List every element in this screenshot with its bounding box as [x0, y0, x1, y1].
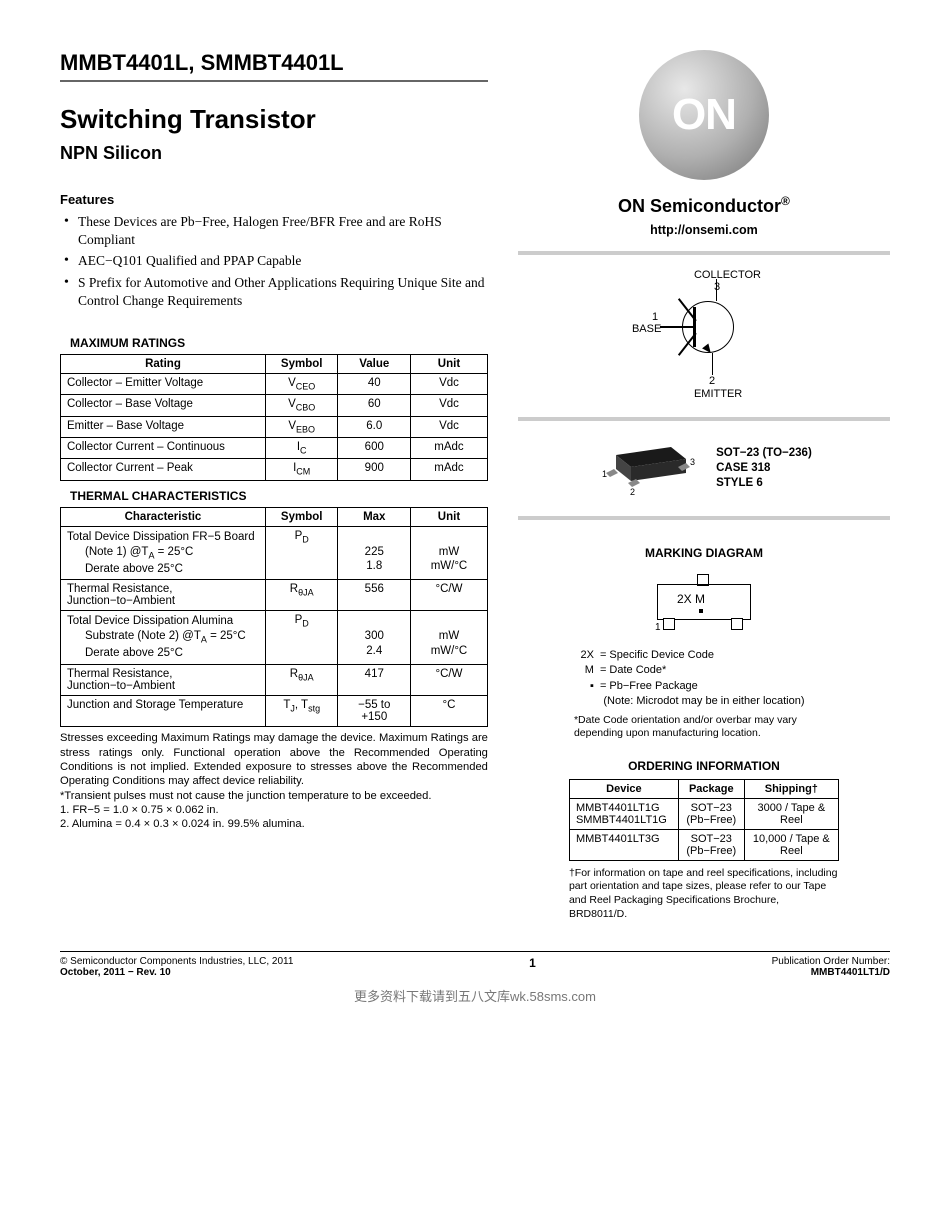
table-row: Collector Current – Peak ICM 900 mAdc: [61, 459, 488, 480]
col-header: Symbol: [265, 355, 338, 374]
col-header: Value: [338, 355, 411, 374]
table-row: MMBT4401LT3G SOT−23(Pb−Free) 10,000 / Ta…: [569, 829, 838, 860]
pin1-label: 1: [652, 311, 658, 323]
transistor-symbol-diagram: COLLECTOR 3 1 BASE 2 EMITTER: [604, 271, 804, 401]
package-row: 1 2 3 SOT−23 (TO−236) CASE 318 STYLE 6: [518, 437, 890, 500]
watermark-text: 更多资料下载请到五八文库wk.58sms.com: [60, 986, 890, 1005]
left-column: MMBT4401L, SMMBT4401L Switching Transist…: [60, 50, 488, 921]
table-row: Thermal Resistance, Junction−to−Ambient …: [61, 580, 488, 611]
table-row: Junction and Storage Temperature TJ, Tst…: [61, 696, 488, 727]
product-subtitle: NPN Silicon: [60, 143, 488, 164]
divider: [518, 251, 890, 255]
svg-text:1: 1: [602, 469, 607, 479]
col-header: Shipping†: [744, 779, 838, 798]
table-row: Total Device Dissipation Alumina Substra…: [61, 611, 488, 665]
table-row: Collector – Emitter Voltage VCEO 40 Vdc: [61, 374, 488, 395]
package-text: SOT−23 (TO−236) CASE 318 STYLE 6: [716, 446, 812, 491]
logo-text: ON: [672, 90, 736, 140]
col-header: Symbol: [265, 507, 338, 526]
marking-footnote: *Date Code orientation and/or overbar ma…: [574, 714, 834, 741]
col-header: Package: [678, 779, 744, 798]
features-list: These Devices are Pb−Free, Halogen Free/…: [64, 213, 488, 310]
thermal-heading: THERMAL CHARACTERISTICS: [70, 489, 488, 503]
right-column: ON ON Semiconductor® http://onsemi.com C…: [518, 50, 890, 921]
notes-alumina: 2. Alumina = 0.4 × 0.3 × 0.024 in. 99.5%…: [60, 817, 488, 831]
table-row: Thermal Resistance, Junction−to−Ambient …: [61, 665, 488, 696]
brand-logo-icon: ON: [639, 50, 769, 180]
notes-fr5: 1. FR−5 = 1.0 × 0.75 × 0.062 in.: [60, 803, 488, 817]
feature-item: AEC−Q101 Qualified and PPAP Capable: [64, 252, 488, 270]
col-header: Unit: [411, 355, 488, 374]
product-title: Switching Transistor: [60, 104, 488, 135]
svg-text:2: 2: [630, 487, 635, 497]
col-header: Characteristic: [61, 507, 266, 526]
table-row: MMBT4401LT1GSMMBT4401LT1G SOT−23(Pb−Free…: [569, 798, 838, 829]
notes-paragraph: Stresses exceeding Maximum Ratings may d…: [60, 731, 488, 788]
col-header: Rating: [61, 355, 266, 374]
footer-left: © Semiconductor Components Industries, L…: [60, 956, 293, 978]
brand-url: http://onsemi.com: [650, 223, 758, 237]
marking-legend: 2X= Specific Device Code M= Date Code* ▪…: [574, 648, 834, 710]
table-row: Emitter – Base Voltage VEBO 6.0 Vdc: [61, 416, 488, 437]
max-ratings-heading: MAXIMUM RATINGS: [70, 336, 488, 350]
table-row: Collector – Base Voltage VCBO 60 Vdc: [61, 395, 488, 416]
max-ratings-table: Rating Symbol Value Unit Collector – Emi…: [60, 354, 488, 480]
page-footer: © Semiconductor Components Industries, L…: [60, 951, 890, 978]
collector-label: COLLECTOR: [694, 269, 761, 281]
table-row: Total Device Dissipation FR−5 Board (Not…: [61, 526, 488, 580]
col-header: Unit: [411, 507, 488, 526]
table-row: Collector Current – Continuous IC 600 mA…: [61, 437, 488, 458]
feature-item: These Devices are Pb−Free, Halogen Free/…: [64, 213, 488, 249]
col-header: Max: [338, 507, 411, 526]
divider: [518, 417, 890, 421]
emitter-label: EMITTER: [694, 388, 742, 400]
ordering-footnote: †For information on tape and reel specif…: [569, 867, 839, 922]
footer-page-number: 1: [293, 956, 771, 978]
marking-heading: MARKING DIAGRAM: [645, 546, 763, 560]
marking-diagram: 2X M 1: [639, 570, 769, 638]
notes-block: Stresses exceeding Maximum Ratings may d…: [60, 731, 488, 831]
notes-transient: *Transient pulses must not cause the jun…: [60, 789, 488, 803]
brand-name: ON Semiconductor®: [618, 194, 790, 217]
divider: [518, 516, 890, 520]
col-header: Device: [569, 779, 678, 798]
feature-item: S Prefix for Automotive and Other Applic…: [64, 274, 488, 310]
pin2-label: 2: [709, 375, 715, 387]
footer-right: Publication Order Number: MMBT4401LT1/D: [772, 956, 890, 978]
ordering-table: Device Package Shipping† MMBT4401LT1GSMM…: [569, 779, 839, 861]
features-heading: Features: [60, 192, 488, 207]
part-number-heading: MMBT4401L, SMMBT4401L: [60, 50, 488, 82]
package-icon: 1 2 3: [596, 437, 696, 500]
base-label: BASE: [632, 323, 661, 335]
thermal-table: Characteristic Symbol Max Unit Total Dev…: [60, 507, 488, 728]
ordering-heading: ORDERING INFORMATION: [628, 759, 780, 773]
svg-text:3: 3: [690, 457, 695, 467]
